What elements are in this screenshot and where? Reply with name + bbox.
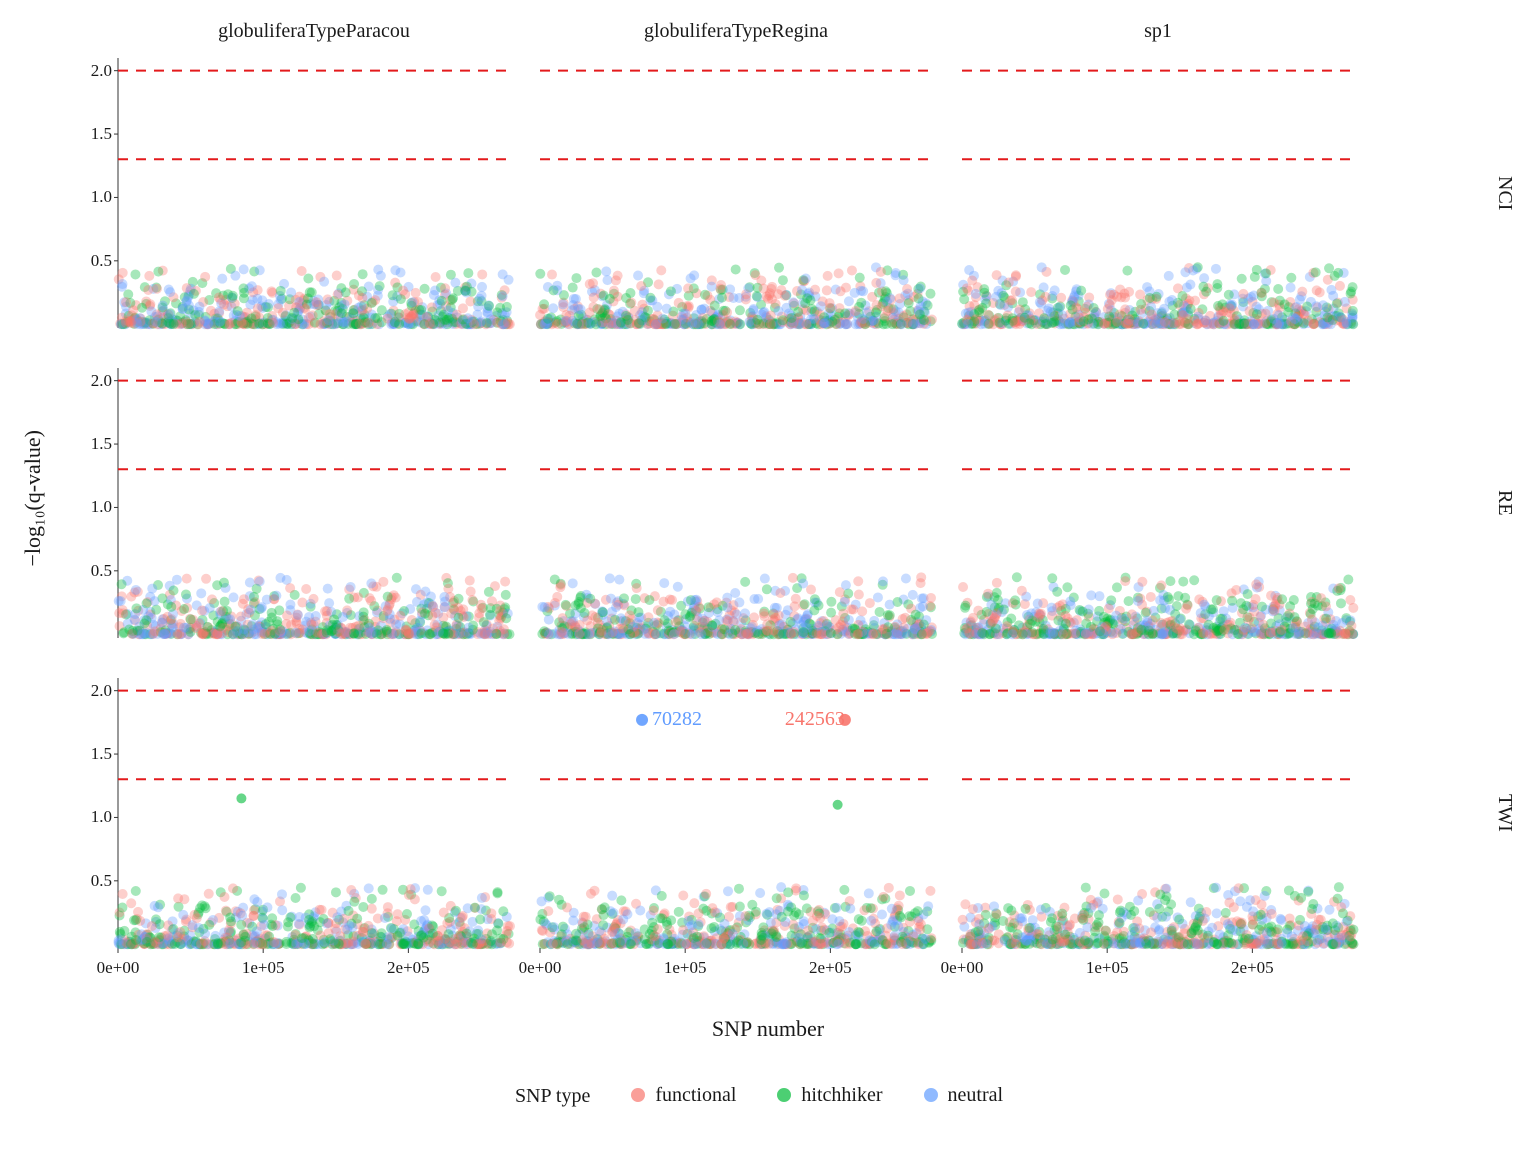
legend-item-hitchhiker: hitchhiker <box>777 1084 882 1107</box>
ytick-label: 1.5 <box>91 744 112 764</box>
xtick-label: 1e+05 <box>242 958 285 978</box>
ytick-label: 1.0 <box>91 807 112 827</box>
xtick-label: 0e+00 <box>941 958 984 978</box>
facet-figure: −log₁₀(q-value) SNP number SNP type func… <box>20 20 1516 1120</box>
xtick-label: 1e+05 <box>664 958 707 978</box>
legend-label-functional: functional <box>655 1084 736 1107</box>
ytick-label: 2.0 <box>91 681 112 701</box>
legend-label-hitchhiker: hitchhiker <box>801 1084 882 1107</box>
panel: 0e+001e+052e+05 <box>962 678 1354 948</box>
legend-swatch-hitchhiker <box>777 1088 791 1102</box>
panel: 0.51.01.52.0 <box>118 368 510 638</box>
ytick-label: 0.5 <box>91 871 112 891</box>
y-axis-label: −log₁₀(q-value) <box>20 430 46 566</box>
legend-swatch-neutral <box>924 1088 938 1102</box>
col-header: sp1 <box>962 20 1354 43</box>
xtick-label: 2e+05 <box>809 958 852 978</box>
row-header: NCI <box>1493 58 1516 328</box>
panel <box>540 368 932 638</box>
ytick-label: 2.0 <box>91 61 112 81</box>
xtick-label: 1e+05 <box>1086 958 1129 978</box>
ytick-label: 1.0 <box>91 497 112 517</box>
panel <box>540 58 932 328</box>
xtick-label: 0e+00 <box>97 958 140 978</box>
xtick-label: 2e+05 <box>387 958 430 978</box>
panel <box>962 368 1354 638</box>
panel <box>962 58 1354 328</box>
panel: 0.51.01.52.00e+001e+052e+05 <box>118 678 510 948</box>
annotation-label: 70282 <box>652 708 702 731</box>
x-axis-label: SNP number <box>20 1016 1516 1042</box>
ytick-label: 1.0 <box>91 187 112 207</box>
panel: 0e+001e+052e+0570282242563 <box>540 678 932 948</box>
ytick-label: 2.0 <box>91 371 112 391</box>
row-header: TWI <box>1493 678 1516 948</box>
legend-label-neutral: neutral <box>948 1084 1004 1107</box>
ytick-label: 0.5 <box>91 251 112 271</box>
ytick-label: 0.5 <box>91 561 112 581</box>
col-header: globuliferaTypeRegina <box>540 20 932 43</box>
ytick-label: 1.5 <box>91 124 112 144</box>
legend-title: SNP type <box>515 1085 590 1107</box>
legend-item-functional: functional <box>631 1084 736 1107</box>
xtick-label: 2e+05 <box>1231 958 1274 978</box>
ytick-label: 1.5 <box>91 434 112 454</box>
xtick-label: 0e+00 <box>519 958 562 978</box>
panel: 0.51.01.52.0 <box>118 58 510 328</box>
legend: SNP type functional hitchhiker neutral <box>20 1084 1516 1109</box>
col-header: globuliferaTypeParacou <box>118 20 510 43</box>
legend-item-neutral: neutral <box>924 1084 1004 1107</box>
annotation-label: 242563 <box>785 708 845 731</box>
row-header: RE <box>1493 368 1516 638</box>
legend-swatch-functional <box>631 1088 645 1102</box>
